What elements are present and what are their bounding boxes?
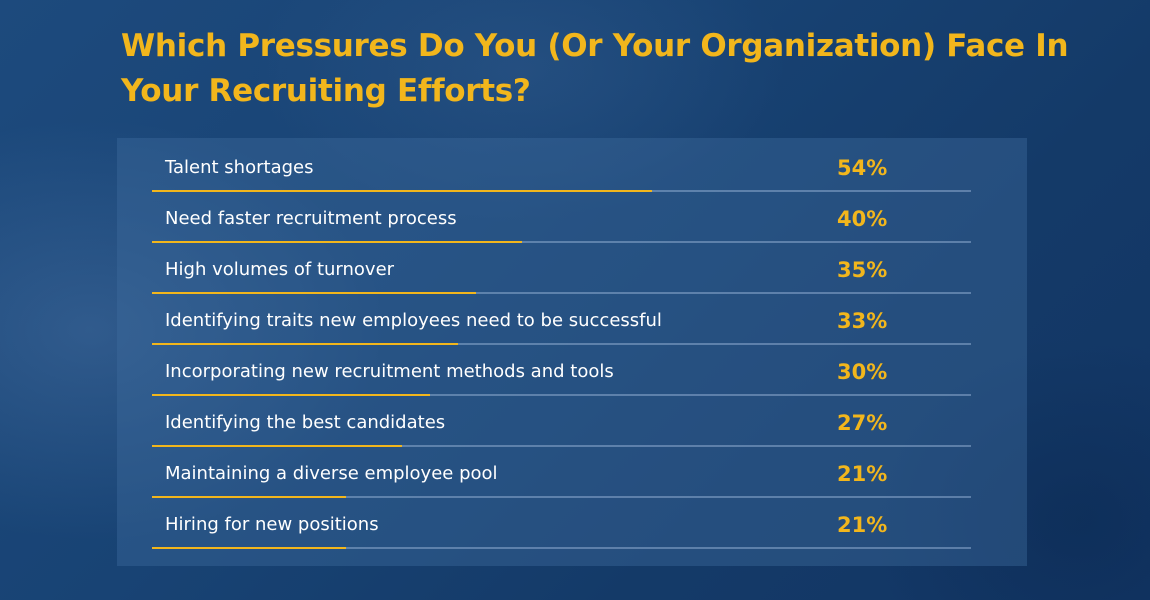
chart-row: Identifying the best candidates 27% xyxy=(152,396,971,447)
bar xyxy=(152,292,476,294)
category-label: Incorporating new recruitment methods an… xyxy=(165,361,614,382)
bar xyxy=(152,190,652,192)
bar-track xyxy=(152,547,971,549)
chart-row: High volumes of turnover 35% xyxy=(152,243,971,294)
category-label: Talent shortages xyxy=(165,157,314,178)
value-label: 33% xyxy=(837,309,888,333)
value-label: 35% xyxy=(837,258,888,282)
chart-row: Need faster recruitment process 40% xyxy=(152,192,971,243)
chart-panel: Talent shortages 54% Need faster recruitme… xyxy=(117,138,1027,566)
value-label: 30% xyxy=(837,360,888,384)
bar xyxy=(152,343,458,345)
category-label: Maintaining a diverse employee pool xyxy=(165,463,498,484)
category-label: Need faster recruitment process xyxy=(165,208,457,229)
category-label: Identifying the best candidates xyxy=(165,412,446,433)
chart-title: Which Pressures Do You (Or Your Organiza… xyxy=(121,28,1069,109)
value-label: 54% xyxy=(837,156,888,180)
bar-track xyxy=(152,394,971,396)
value-label: 27% xyxy=(837,411,888,435)
category-label: Hiring for new positions xyxy=(165,514,379,535)
value-label: 40% xyxy=(837,207,888,231)
chart-row: Incorporating new recruitment methods an… xyxy=(152,345,971,396)
bar-track xyxy=(152,496,971,498)
bar-track xyxy=(152,292,971,294)
value-label: 21% xyxy=(837,462,888,486)
bar xyxy=(152,241,522,243)
bar xyxy=(152,445,402,447)
bar-track xyxy=(152,343,971,345)
value-label: 21% xyxy=(837,513,888,537)
bar-track xyxy=(152,241,971,243)
chart-row: Hiring for new positions 21% xyxy=(152,498,971,549)
chart-row: Identifying traits new employees need to… xyxy=(152,294,971,345)
bar xyxy=(152,394,430,396)
bar xyxy=(152,547,346,549)
chart-row: Talent shortages 54% xyxy=(152,141,971,192)
category-label: Identifying traits new employees need to… xyxy=(165,310,662,331)
chart-row: Maintaining a diverse employee pool 21% xyxy=(152,447,971,498)
bar xyxy=(152,496,346,498)
bar-track xyxy=(152,445,971,447)
category-label: High volumes of turnover xyxy=(165,259,395,280)
